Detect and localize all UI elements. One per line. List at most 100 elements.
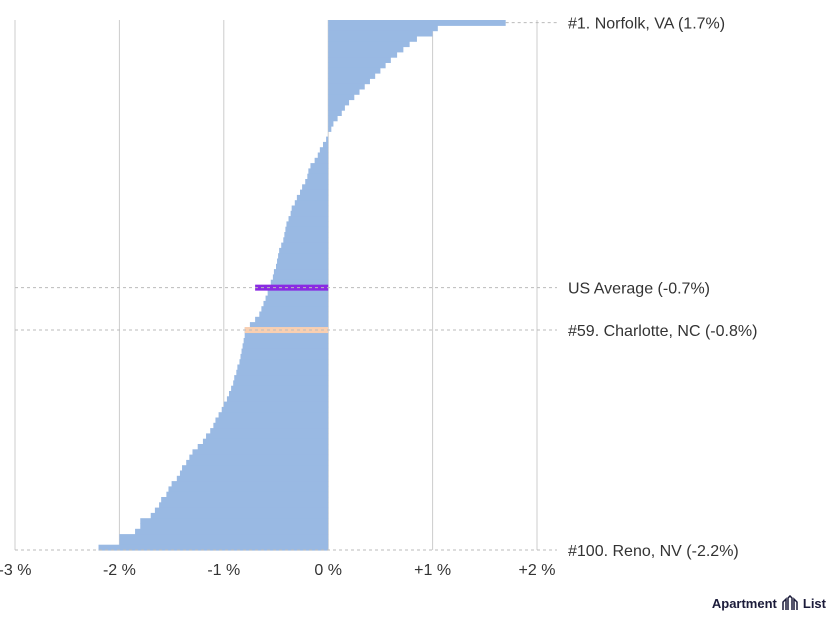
bar <box>171 481 329 487</box>
bar <box>166 491 329 498</box>
bar <box>231 385 329 392</box>
bar <box>135 528 329 535</box>
bar <box>276 263 329 270</box>
bar <box>218 412 329 419</box>
bar <box>286 221 329 228</box>
bar <box>294 200 329 207</box>
bar <box>328 62 386 69</box>
bar <box>328 120 334 127</box>
bar <box>322 141 329 148</box>
bar <box>168 486 329 493</box>
bar <box>281 242 329 249</box>
bar <box>176 475 329 482</box>
bar <box>328 51 398 58</box>
bar <box>186 459 329 466</box>
bar <box>328 88 360 95</box>
bar <box>270 279 329 286</box>
bar <box>328 41 410 48</box>
bar <box>277 258 329 265</box>
bar <box>328 67 381 74</box>
brand-logo: Apartment List <box>712 595 826 611</box>
apartment-list-logo-icon <box>782 595 798 610</box>
bar <box>233 380 329 387</box>
bar <box>240 353 329 360</box>
bar <box>242 343 329 350</box>
bar <box>328 83 365 90</box>
bar <box>305 179 329 185</box>
bar <box>223 401 329 408</box>
highlight-label: US Average (-0.7%) <box>568 281 710 298</box>
annotation-label: #100. Reno, NV (-2.2%) <box>568 543 739 560</box>
bar <box>279 247 329 254</box>
x-tick-label: +1 % <box>414 562 451 579</box>
bar <box>249 322 329 328</box>
bar <box>236 369 329 376</box>
bar <box>179 470 329 477</box>
bar <box>278 253 329 260</box>
bar <box>119 539 329 546</box>
bar <box>328 35 417 42</box>
bar <box>229 391 329 397</box>
bar <box>140 523 329 530</box>
bar <box>159 502 329 509</box>
bar <box>234 375 329 381</box>
bar <box>328 99 350 106</box>
bar <box>206 433 329 440</box>
x-tick-label: -1 % <box>207 562 240 579</box>
bar <box>328 46 404 53</box>
bar <box>265 295 329 302</box>
bar <box>273 269 329 275</box>
bar <box>314 157 329 164</box>
bar <box>285 226 329 233</box>
bar <box>326 136 329 143</box>
bar <box>213 422 329 429</box>
bar <box>255 316 329 323</box>
brand-name-2: List <box>802 595 826 611</box>
bar <box>319 147 329 154</box>
bar <box>154 507 329 514</box>
bar <box>328 110 342 116</box>
bar <box>263 300 329 307</box>
bar <box>288 216 329 222</box>
tick-labels: -3 % -2 % -1 % 0 % +1 % +2 % <box>0 562 555 579</box>
bar <box>182 465 329 472</box>
bar <box>317 152 329 159</box>
bar <box>244 332 329 339</box>
bar <box>189 454 329 461</box>
bar <box>302 184 329 191</box>
bar <box>328 20 506 26</box>
x-tick-label: 0 % <box>314 562 342 579</box>
bar <box>310 163 329 169</box>
bar <box>328 115 338 122</box>
bar <box>328 94 355 101</box>
bar <box>140 518 329 525</box>
brand-name: Apartment <box>711 595 777 611</box>
bar <box>197 444 329 450</box>
bar <box>267 290 329 297</box>
bar <box>307 173 329 180</box>
bar <box>226 396 329 403</box>
bar <box>284 232 329 238</box>
bar <box>215 417 329 424</box>
bar <box>150 512 329 519</box>
bar <box>272 274 329 281</box>
bar <box>98 544 329 551</box>
bar <box>308 168 329 175</box>
x-tick-label: -3 % <box>0 562 31 579</box>
annotations: US Average (-0.7%) #59. Charlotte, NC (-0… <box>15 16 757 560</box>
bar <box>283 237 329 244</box>
bar <box>261 306 329 313</box>
bar <box>192 449 329 456</box>
bar <box>328 78 370 85</box>
bar <box>328 57 391 63</box>
bar <box>202 438 329 445</box>
bar <box>237 364 329 371</box>
bar <box>119 534 329 540</box>
bars-layer <box>98 20 506 551</box>
x-tick-label: +2 % <box>519 562 556 579</box>
x-tick-label: -2 % <box>103 562 136 579</box>
bar <box>328 30 433 37</box>
bar <box>328 25 438 32</box>
chart: -3 % -2 % -1 % 0 % +1 % +2 % US Average (-0.7… <box>0 16 757 579</box>
bar <box>300 189 329 196</box>
